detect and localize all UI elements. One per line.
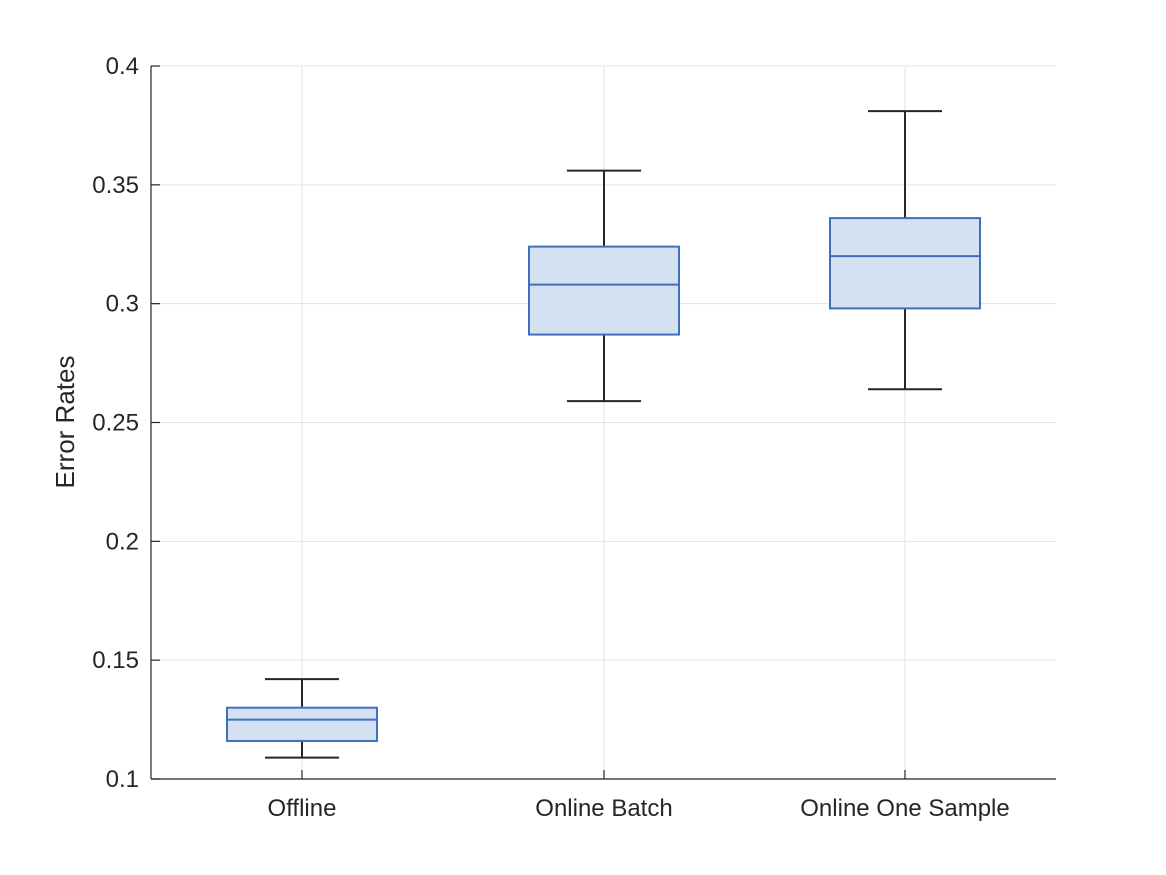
x-tick-label: Online Batch [535, 795, 672, 822]
axes [150, 65, 1056, 780]
box-online-one-sample [829, 110, 981, 391]
y-tick-label: 0.3 [106, 291, 139, 318]
y-tick-label: 0.15 [92, 647, 139, 674]
boxes [226, 110, 981, 759]
y-tick-label: 0.4 [106, 53, 139, 80]
y-tick-label: 0.25 [92, 410, 139, 437]
y-tick-label: 0.2 [106, 528, 139, 555]
x-tick-label: Online One Sample [800, 795, 1009, 822]
y-tick-label: 0.1 [106, 766, 139, 793]
iqr-box [528, 245, 680, 336]
iqr-box [829, 217, 981, 310]
tick-labels: 0.1 0.15 0.2 0.25 0.3 0.35 0.4 Offline Online Ba… [92, 53, 1009, 822]
iqr-box [226, 706, 378, 742]
y-tick-label: 0.35 [92, 172, 139, 199]
y-axis-label: Error Rates [50, 356, 80, 489]
x-tick-label: Offline [268, 795, 337, 822]
box-online-batch [528, 169, 680, 403]
box-offline [226, 678, 378, 759]
